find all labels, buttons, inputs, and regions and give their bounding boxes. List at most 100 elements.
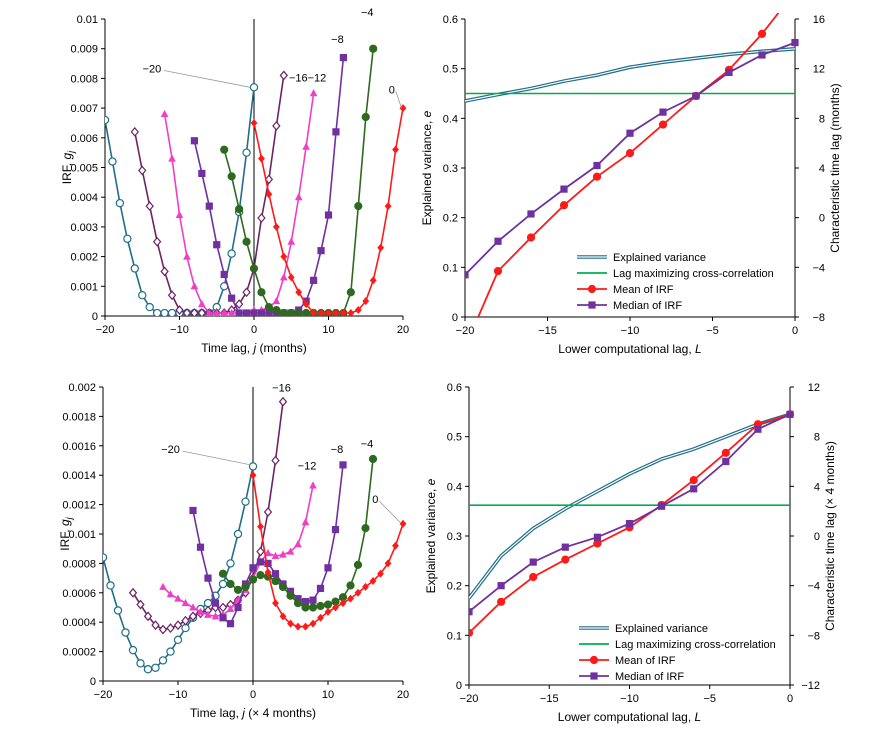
y-axis-label: Explained variance, e <box>420 110 434 225</box>
data-point <box>219 614 227 622</box>
median-irf-point <box>593 533 601 541</box>
data-point <box>272 305 281 315</box>
label-leader <box>163 70 251 88</box>
explained-variance-line-inner <box>465 48 796 102</box>
y2-tick-label: 8 <box>814 432 820 444</box>
legend: Explained variance Lag maximizing cross-c… <box>579 623 776 683</box>
data-point <box>197 308 207 316</box>
data-point <box>339 599 347 608</box>
series--16 <box>128 396 288 635</box>
y-tick-label: 0.2 <box>447 581 462 593</box>
y-tick-label: 0.0012 <box>62 500 96 512</box>
x-tick-label: 10 <box>322 689 334 701</box>
data-point <box>392 541 399 550</box>
x-axis-label: Time lag, j (months) <box>201 341 307 355</box>
data-point <box>286 547 295 555</box>
data-point <box>242 237 251 246</box>
data-point <box>228 294 236 302</box>
data-point <box>227 308 236 316</box>
data-point <box>324 607 332 616</box>
legend-entry: Lag maximizing cross-correlation <box>577 268 774 280</box>
data-point <box>369 276 377 285</box>
y-tick-label: 0.01 <box>77 14 98 26</box>
median-irf-point <box>494 237 502 245</box>
x-tick-label: 0 <box>251 324 257 336</box>
y-tick-label: 0.3 <box>443 163 458 175</box>
y-tick-label: 0.004 <box>70 192 98 204</box>
series-label: −16 <box>272 382 291 394</box>
data-point <box>286 587 295 595</box>
median-irf-point <box>527 210 535 218</box>
data-point <box>279 612 287 621</box>
series--8 <box>190 54 347 316</box>
y-tick-label: 0.0008 <box>62 558 96 570</box>
explained-variance-line-inner <box>469 413 791 599</box>
legend-entry: Lag maximizing cross-correlation <box>579 639 776 651</box>
data-point <box>152 308 162 316</box>
data-point <box>325 309 332 316</box>
data-point <box>241 582 250 592</box>
data-point <box>294 595 302 603</box>
mean-irf-point <box>561 555 570 564</box>
data-point <box>331 525 340 534</box>
series-label: −16−12 <box>289 72 326 84</box>
series--16 <box>130 70 288 316</box>
x-tick-label: −20 <box>96 324 115 336</box>
data-point <box>234 603 242 612</box>
x-axis-label: Time lag, j (× 4 months) <box>190 706 316 720</box>
data-point <box>294 193 303 201</box>
legend-label: Mean of IRF <box>615 655 676 667</box>
data-point <box>353 560 363 569</box>
data-point <box>316 601 325 611</box>
series-line <box>193 57 345 314</box>
y-tick-label: 0.4 <box>443 113 458 125</box>
mean-irf-point <box>559 201 569 210</box>
y-tick-label: 0 <box>92 311 98 323</box>
y-tick-label: 0.1 <box>447 630 462 642</box>
series--4 <box>218 454 378 612</box>
series-line <box>132 401 284 631</box>
y2-tick-label: −12 <box>801 680 820 692</box>
data-point <box>332 603 339 612</box>
data-point <box>280 252 288 261</box>
data-point <box>218 602 228 613</box>
x-tick-label: 20 <box>397 324 409 336</box>
y-tick-label: 0.003 <box>70 222 98 234</box>
label-leader <box>378 500 401 523</box>
x-tick-label: −20 <box>456 325 475 337</box>
data-point <box>218 569 228 578</box>
data-point <box>294 540 302 548</box>
data-point <box>279 308 288 316</box>
median-irf-point <box>659 108 667 116</box>
data-point <box>145 302 154 312</box>
legend-label: Median of IRF <box>615 671 684 683</box>
data-point <box>158 656 168 665</box>
series-label: 0 <box>389 84 395 96</box>
y-tick-label: 0 <box>456 680 462 692</box>
data-point <box>295 288 303 297</box>
legend-entry: Explained variance <box>579 623 708 635</box>
y2-tick-label: −8 <box>807 630 820 642</box>
data-point <box>226 604 235 612</box>
y2-axis-label: Characteristic time lag (× 4 months) <box>823 441 837 631</box>
data-point <box>294 622 302 631</box>
legend-marker <box>587 284 597 294</box>
data-point <box>302 300 310 309</box>
data-point <box>287 619 294 628</box>
chart-bl: 0 0.0002 0.0004 0.0006 0.0008 0.001 0.0012 0.00… <box>58 382 409 720</box>
mean-irf-point <box>689 476 698 485</box>
data-point <box>249 564 257 572</box>
data-point <box>332 309 340 316</box>
y2-tick-label: −8 <box>812 312 825 324</box>
y-tick-label: 0.0016 <box>62 441 96 453</box>
data-point <box>143 665 153 674</box>
x-tick-label: 0 <box>250 689 256 701</box>
data-point <box>128 645 138 655</box>
series--20 <box>103 462 258 674</box>
data-point <box>181 615 190 626</box>
y-axis-label: IRF, gj <box>60 150 76 184</box>
data-point <box>175 305 184 315</box>
data-point <box>399 104 407 113</box>
y-tick-label: 0.0014 <box>62 470 96 482</box>
